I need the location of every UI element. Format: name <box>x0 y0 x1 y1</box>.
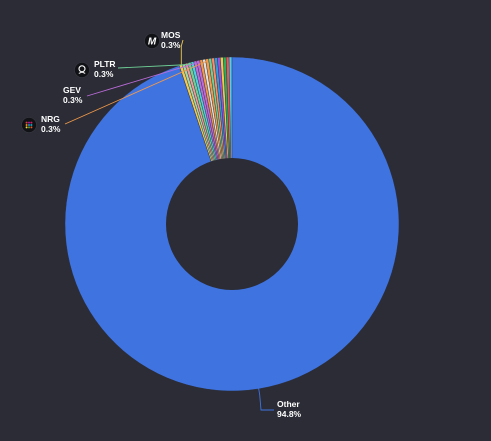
label-value-gev: 0.3% <box>63 95 83 105</box>
label-value-pltr: 0.3% <box>94 69 114 79</box>
label-value-nrg: 0.3% <box>41 124 61 134</box>
leader-line-mos <box>180 39 184 67</box>
svg-text:M: M <box>148 37 157 48</box>
palantir-logo-icon <box>74 62 90 78</box>
label-value-other: 94.8% <box>277 409 302 419</box>
nrg-logo-icon <box>21 117 37 133</box>
leader-line-gev <box>86 61 199 97</box>
leader-line-pltr <box>117 64 190 69</box>
leader-line-other <box>257 386 274 411</box>
mosaic-logo-icon: M <box>144 33 160 49</box>
leader-line-nrg <box>64 60 208 125</box>
label-name-pltr: PLTR <box>94 59 116 69</box>
label-name-nrg: NRG <box>41 114 60 124</box>
label-value-mos: 0.3% <box>161 40 181 50</box>
donut-hole <box>166 158 298 290</box>
label-name-mos: MOS <box>161 30 181 40</box>
label-name-other: Other <box>277 399 300 409</box>
label-name-gev: GEV <box>63 85 81 95</box>
